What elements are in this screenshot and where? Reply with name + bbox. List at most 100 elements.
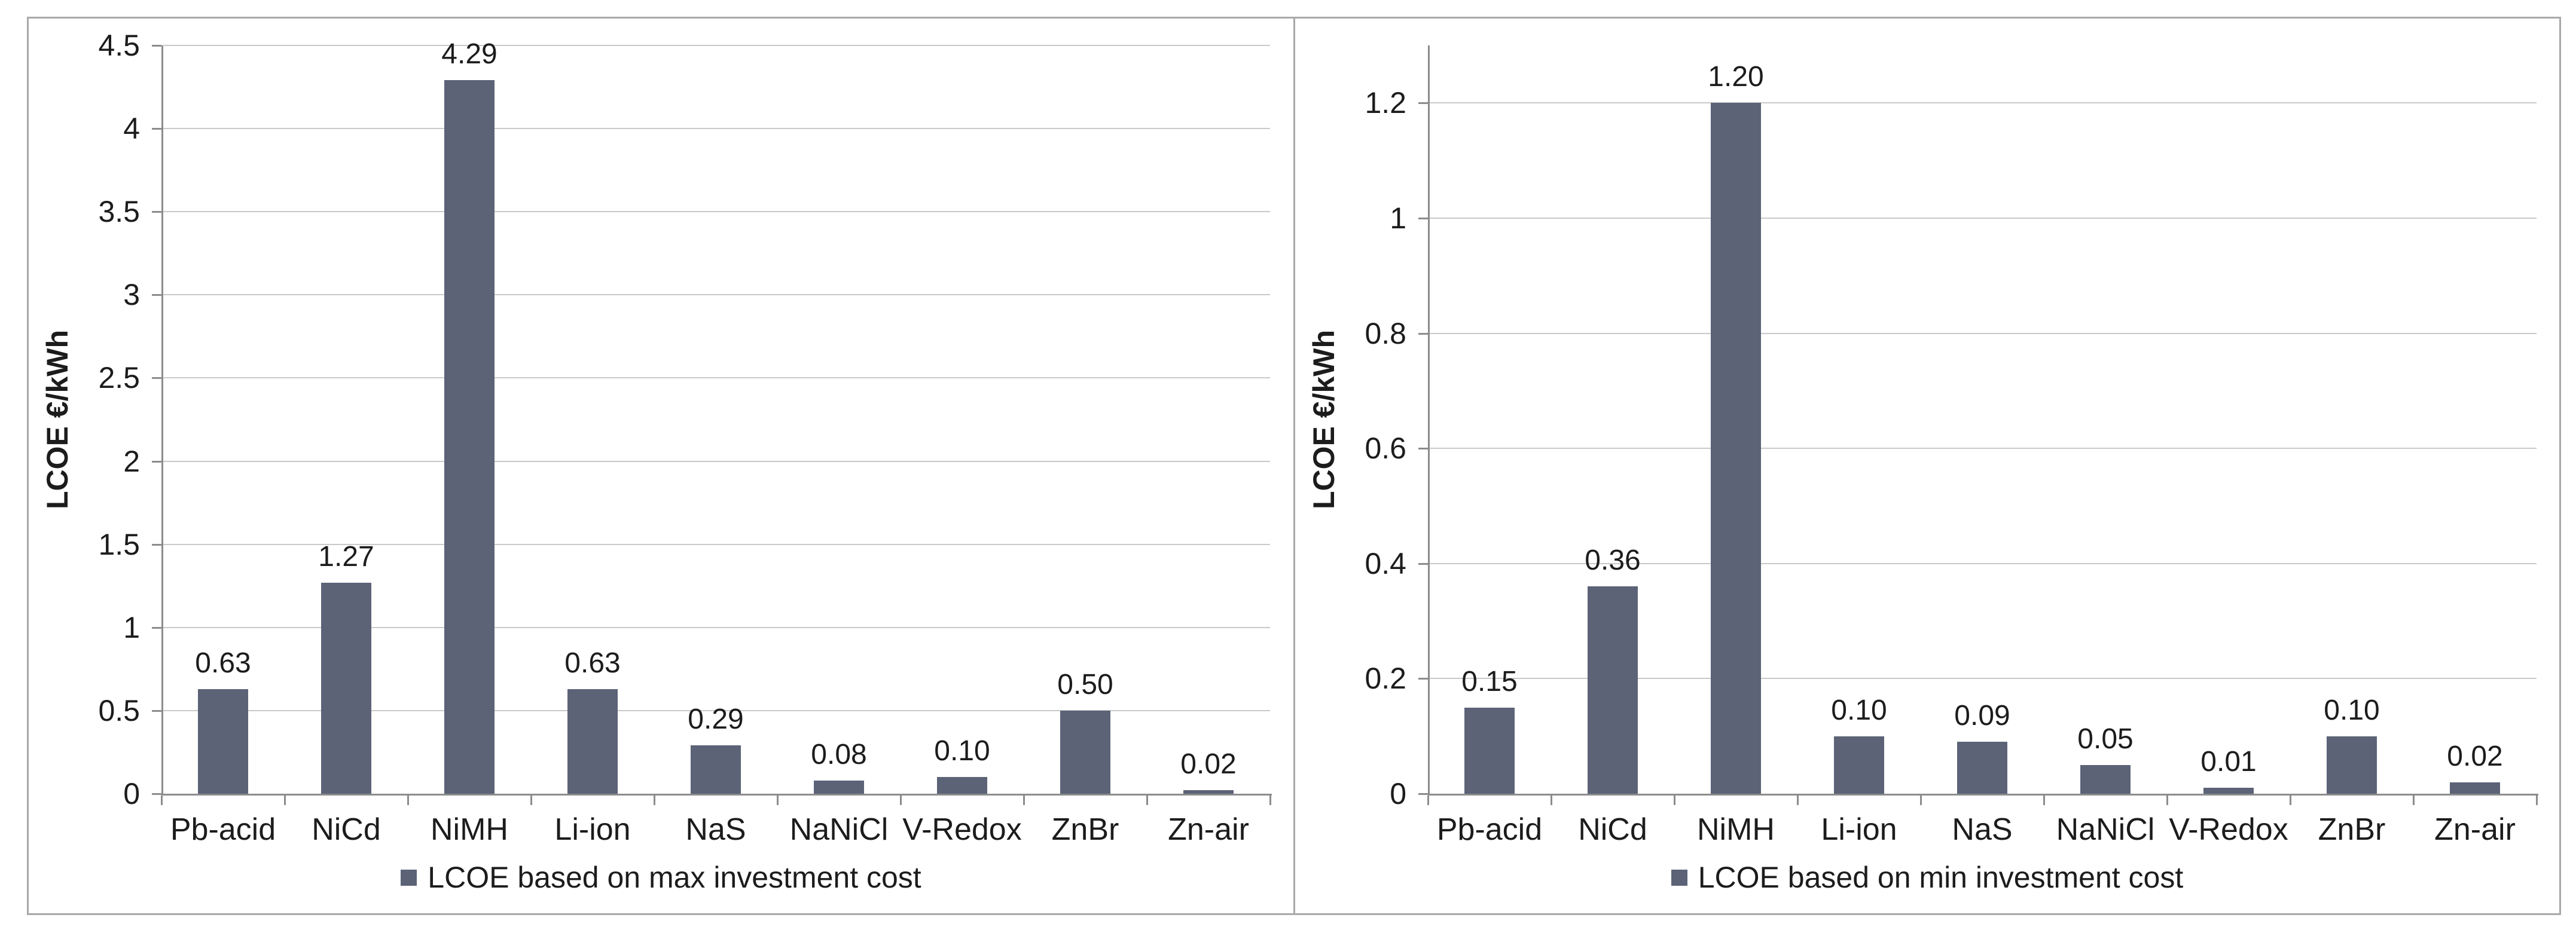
gridline — [163, 461, 1270, 462]
gridline — [163, 45, 1270, 46]
x-tick-mark — [2536, 796, 2538, 805]
x-tick-mark — [530, 796, 532, 805]
gridline — [163, 128, 1270, 129]
bar-value-label: 0.09 — [1954, 700, 2010, 732]
category-label: Pb-acid — [170, 812, 276, 847]
bar-value-label: 0.50 — [1057, 669, 1113, 700]
y-tick-mark — [152, 377, 161, 379]
gridline — [1430, 333, 2537, 334]
y-tick-mark — [1418, 333, 1428, 335]
category-label: NaS — [1952, 812, 2013, 847]
y-tick-label: 1.2 — [1365, 86, 1406, 120]
x-tick-mark — [161, 796, 163, 805]
y-tick-mark — [152, 710, 161, 712]
category-label: V-Redox — [2169, 812, 2288, 847]
category-label: Li-ion — [554, 812, 631, 847]
y-tick-label: 0 — [123, 777, 140, 810]
y-tick-mark — [152, 45, 161, 47]
bar — [2327, 736, 2377, 794]
category-label: V-Redox — [902, 812, 1022, 847]
legend-label: LCOE based on max investment cost — [428, 861, 921, 894]
x-tick-mark — [2166, 796, 2168, 805]
bar — [2450, 782, 2500, 794]
y-tick-label: 2 — [123, 445, 140, 478]
x-tick-mark — [2413, 796, 2415, 805]
y-tick-mark — [1418, 102, 1428, 104]
legend: LCOE based on min investment cost — [1295, 860, 2559, 895]
legend-label: LCOE based on min investment cost — [1698, 861, 2184, 894]
y-tick-label: 1 — [1390, 201, 1406, 235]
legend-marker-icon — [401, 869, 417, 886]
gridline — [1430, 563, 2537, 564]
x-tick-mark — [2043, 796, 2045, 805]
y-tick-label: 1 — [123, 611, 140, 644]
bar-value-label: 0.63 — [564, 647, 621, 679]
gridline — [1430, 218, 2537, 219]
category-label: Li-ion — [1821, 812, 1897, 847]
y-tick-mark — [152, 544, 161, 546]
category-label: NiMH — [431, 812, 508, 847]
x-tick-mark — [284, 796, 286, 805]
bar-value-label: 0.10 — [934, 735, 990, 767]
category-label: Zn-air — [1168, 812, 1249, 847]
x-tick-mark — [1551, 796, 1552, 805]
bar — [1464, 708, 1515, 794]
bar — [1957, 742, 2007, 794]
bar-value-label: 0.36 — [1585, 544, 1641, 576]
bar-value-label: 0.15 — [1461, 666, 1518, 698]
bar — [1060, 711, 1110, 794]
y-tick-label: 2.5 — [98, 361, 140, 394]
bar-value-label: 0.63 — [195, 647, 251, 679]
category-label: NiCd — [1578, 812, 1647, 847]
bar-value-label: 0.10 — [1831, 695, 1887, 726]
gridline — [1430, 678, 2537, 679]
y-tick-label: 3.5 — [98, 195, 140, 228]
bar-value-label: 0.10 — [2324, 695, 2380, 726]
bar — [1183, 790, 1234, 794]
bar-value-label: 0.02 — [2447, 741, 2503, 772]
x-tick-mark — [2290, 796, 2291, 805]
y-tick-mark — [1418, 678, 1428, 680]
y-tick-mark — [1418, 793, 1428, 795]
y-tick-label: 0 — [1390, 777, 1406, 810]
y-tick-label: 4 — [123, 112, 140, 145]
x-tick-mark — [1427, 796, 1429, 805]
bar-value-label: 1.27 — [318, 541, 374, 573]
y-tick-mark — [152, 211, 161, 213]
x-tick-mark — [1920, 796, 1922, 805]
y-tick-label: 4.5 — [98, 29, 140, 62]
y-tick-label: 0.8 — [1365, 317, 1406, 350]
bar — [2203, 788, 2254, 794]
bar-value-label: 0.08 — [811, 739, 867, 770]
category-label: Zn-air — [2434, 812, 2516, 847]
y-tick-mark — [152, 294, 161, 296]
bar-value-label: 0.01 — [2200, 746, 2257, 778]
x-tick-mark — [1146, 796, 1148, 805]
gridline — [163, 627, 1270, 628]
bar — [814, 781, 864, 794]
bar-value-label: 4.29 — [441, 38, 498, 70]
x-tick-mark — [1797, 796, 1799, 805]
category-label: Pb-acid — [1436, 812, 1543, 847]
gridline — [163, 544, 1270, 545]
bar — [444, 80, 495, 794]
x-tick-mark — [1269, 796, 1271, 805]
bar — [321, 583, 371, 794]
y-tick-mark — [152, 793, 161, 795]
chart-min-investment-cost: LCOE €/kWh LCOE based on min investment … — [1293, 19, 2559, 913]
legend: LCOE based on max investment cost — [29, 860, 1293, 895]
x-tick-mark — [407, 796, 409, 805]
bar-value-label: 0.02 — [1180, 748, 1237, 780]
x-tick-mark — [777, 796, 779, 805]
category-label: NaNiCl — [2056, 812, 2155, 847]
bar — [198, 689, 248, 794]
category-label: NiCd — [312, 812, 381, 847]
gridline — [1430, 102, 2537, 103]
x-tick-mark — [1674, 796, 1675, 805]
bar — [2080, 765, 2131, 794]
y-tick-label: 0.5 — [98, 694, 140, 727]
dual-bar-chart-figure: LCOE €/kWh LCOE based on max investment … — [27, 17, 2561, 915]
gridline — [163, 294, 1270, 295]
category-label: NaNiCl — [789, 812, 889, 847]
x-tick-mark — [654, 796, 655, 805]
